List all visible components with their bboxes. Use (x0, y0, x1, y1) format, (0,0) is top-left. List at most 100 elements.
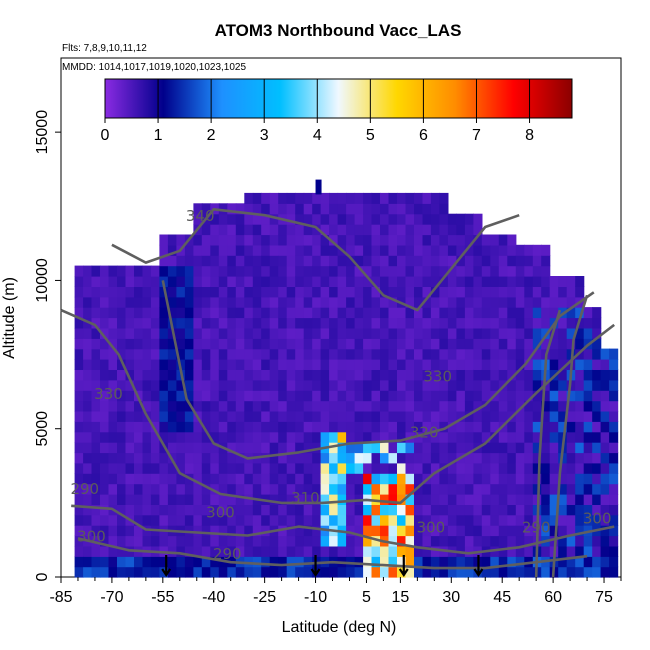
heatmap-cell (464, 379, 474, 391)
heatmap-cell (354, 338, 364, 350)
heatmap-cell (363, 286, 373, 298)
heatmap-cell (541, 410, 551, 422)
heatmap-cell (218, 244, 228, 256)
heatmap-cell (312, 255, 322, 267)
heatmap-cell (507, 494, 517, 505)
heatmap-cell (83, 525, 93, 537)
heatmap-cell (515, 566, 525, 578)
heatmap-cell (490, 514, 500, 526)
heatmap-cell (227, 421, 237, 433)
heatmap-cell (303, 224, 313, 236)
heatmap-cell (286, 452, 296, 464)
heatmap-cell (312, 494, 322, 505)
heatmap-cell (329, 234, 339, 246)
heatmap-cell (91, 410, 101, 422)
heatmap-cell (320, 452, 330, 464)
heatmap-cell (227, 317, 237, 329)
heatmap-cell (337, 473, 347, 485)
heatmap-cell (312, 545, 322, 557)
heatmap-cell (142, 421, 152, 433)
heatmap-cell (159, 473, 169, 485)
heatmap-cell (507, 255, 517, 267)
heatmap-cell (227, 307, 237, 319)
heatmap-cell (592, 442, 602, 454)
contour-label: 320 (410, 424, 439, 442)
heatmap-cell (312, 348, 322, 360)
heatmap-cell (337, 234, 347, 246)
heatmap-cell (261, 525, 271, 537)
heatmap-cell (278, 276, 288, 287)
heatmap-cell (473, 348, 483, 360)
heatmap-cell (354, 400, 364, 412)
heatmap-cell (227, 442, 237, 454)
heatmap-cell (380, 255, 390, 267)
heatmap-cell (397, 400, 407, 412)
heatmap-cell (244, 421, 254, 433)
heatmap-cell (269, 255, 279, 267)
heatmap-cell (447, 317, 457, 329)
heatmap-cell (447, 307, 457, 319)
heatmap-cell (447, 390, 457, 402)
heatmap-cell (600, 400, 610, 412)
heatmap-cell (210, 369, 220, 381)
heatmap-cell (320, 400, 330, 412)
heatmap-cell (380, 400, 390, 412)
heatmap-cell (91, 348, 101, 360)
heatmap-cell (439, 421, 449, 433)
heatmap-cell (210, 504, 220, 516)
contour-line (534, 309, 562, 578)
heatmap-cell (210, 452, 220, 464)
heatmap-cell (464, 224, 474, 236)
heatmap-cell (473, 296, 483, 308)
heatmap-cell (303, 369, 313, 381)
heatmap-cell (329, 338, 339, 350)
heatmap-cell (83, 265, 93, 277)
heatmap-cell (575, 504, 585, 516)
x-tick-label: -25 (253, 589, 276, 606)
heatmap-cell (329, 462, 339, 474)
heatmap-cell (125, 556, 135, 568)
heatmap-cell (541, 338, 551, 350)
heatmap-cell (286, 296, 296, 308)
heatmap-cell (439, 494, 449, 505)
heatmap-cell (100, 338, 110, 350)
heatmap-cell (100, 307, 110, 319)
heatmap-cell (388, 348, 398, 360)
heatmap-cell (380, 296, 390, 308)
heatmap-cell (329, 535, 339, 547)
heatmap-cell (524, 400, 534, 412)
heatmap-cell (456, 410, 466, 422)
heatmap-cell (532, 338, 542, 350)
heatmap-cell (295, 359, 305, 370)
heatmap-cell (447, 442, 457, 454)
heatmap-cell (286, 234, 296, 246)
contour-label: 300 (206, 504, 235, 522)
heatmap-cell (558, 400, 568, 412)
heatmap-cell (150, 410, 160, 422)
heatmap-cell (575, 359, 585, 370)
heatmap-cell (583, 390, 593, 402)
heatmap-cell (278, 348, 288, 360)
heatmap-cell (286, 431, 296, 443)
heatmap-cell (100, 348, 110, 360)
heatmap-cell (473, 421, 483, 433)
heatmap-cell (286, 192, 296, 204)
heatmap-cell (346, 452, 356, 464)
heatmap-cell (261, 473, 271, 485)
heatmap-cell (583, 431, 593, 443)
heatmap-cell (558, 327, 568, 339)
heatmap-cell (397, 483, 407, 495)
heatmap-cell (456, 421, 466, 433)
heatmap-cell (184, 494, 194, 505)
heatmap-cell (498, 265, 508, 277)
heatmap-cell (532, 442, 542, 454)
heatmap-cell (167, 296, 177, 308)
heatmap-cell (388, 255, 398, 267)
heatmap-cell (329, 452, 339, 464)
heatmap-cell (575, 545, 585, 557)
heatmap-cell (244, 265, 254, 277)
heatmap-cell (295, 255, 305, 267)
heatmap-cell (303, 296, 313, 308)
heatmap-cell (371, 296, 381, 308)
heatmap-cell (430, 234, 440, 246)
